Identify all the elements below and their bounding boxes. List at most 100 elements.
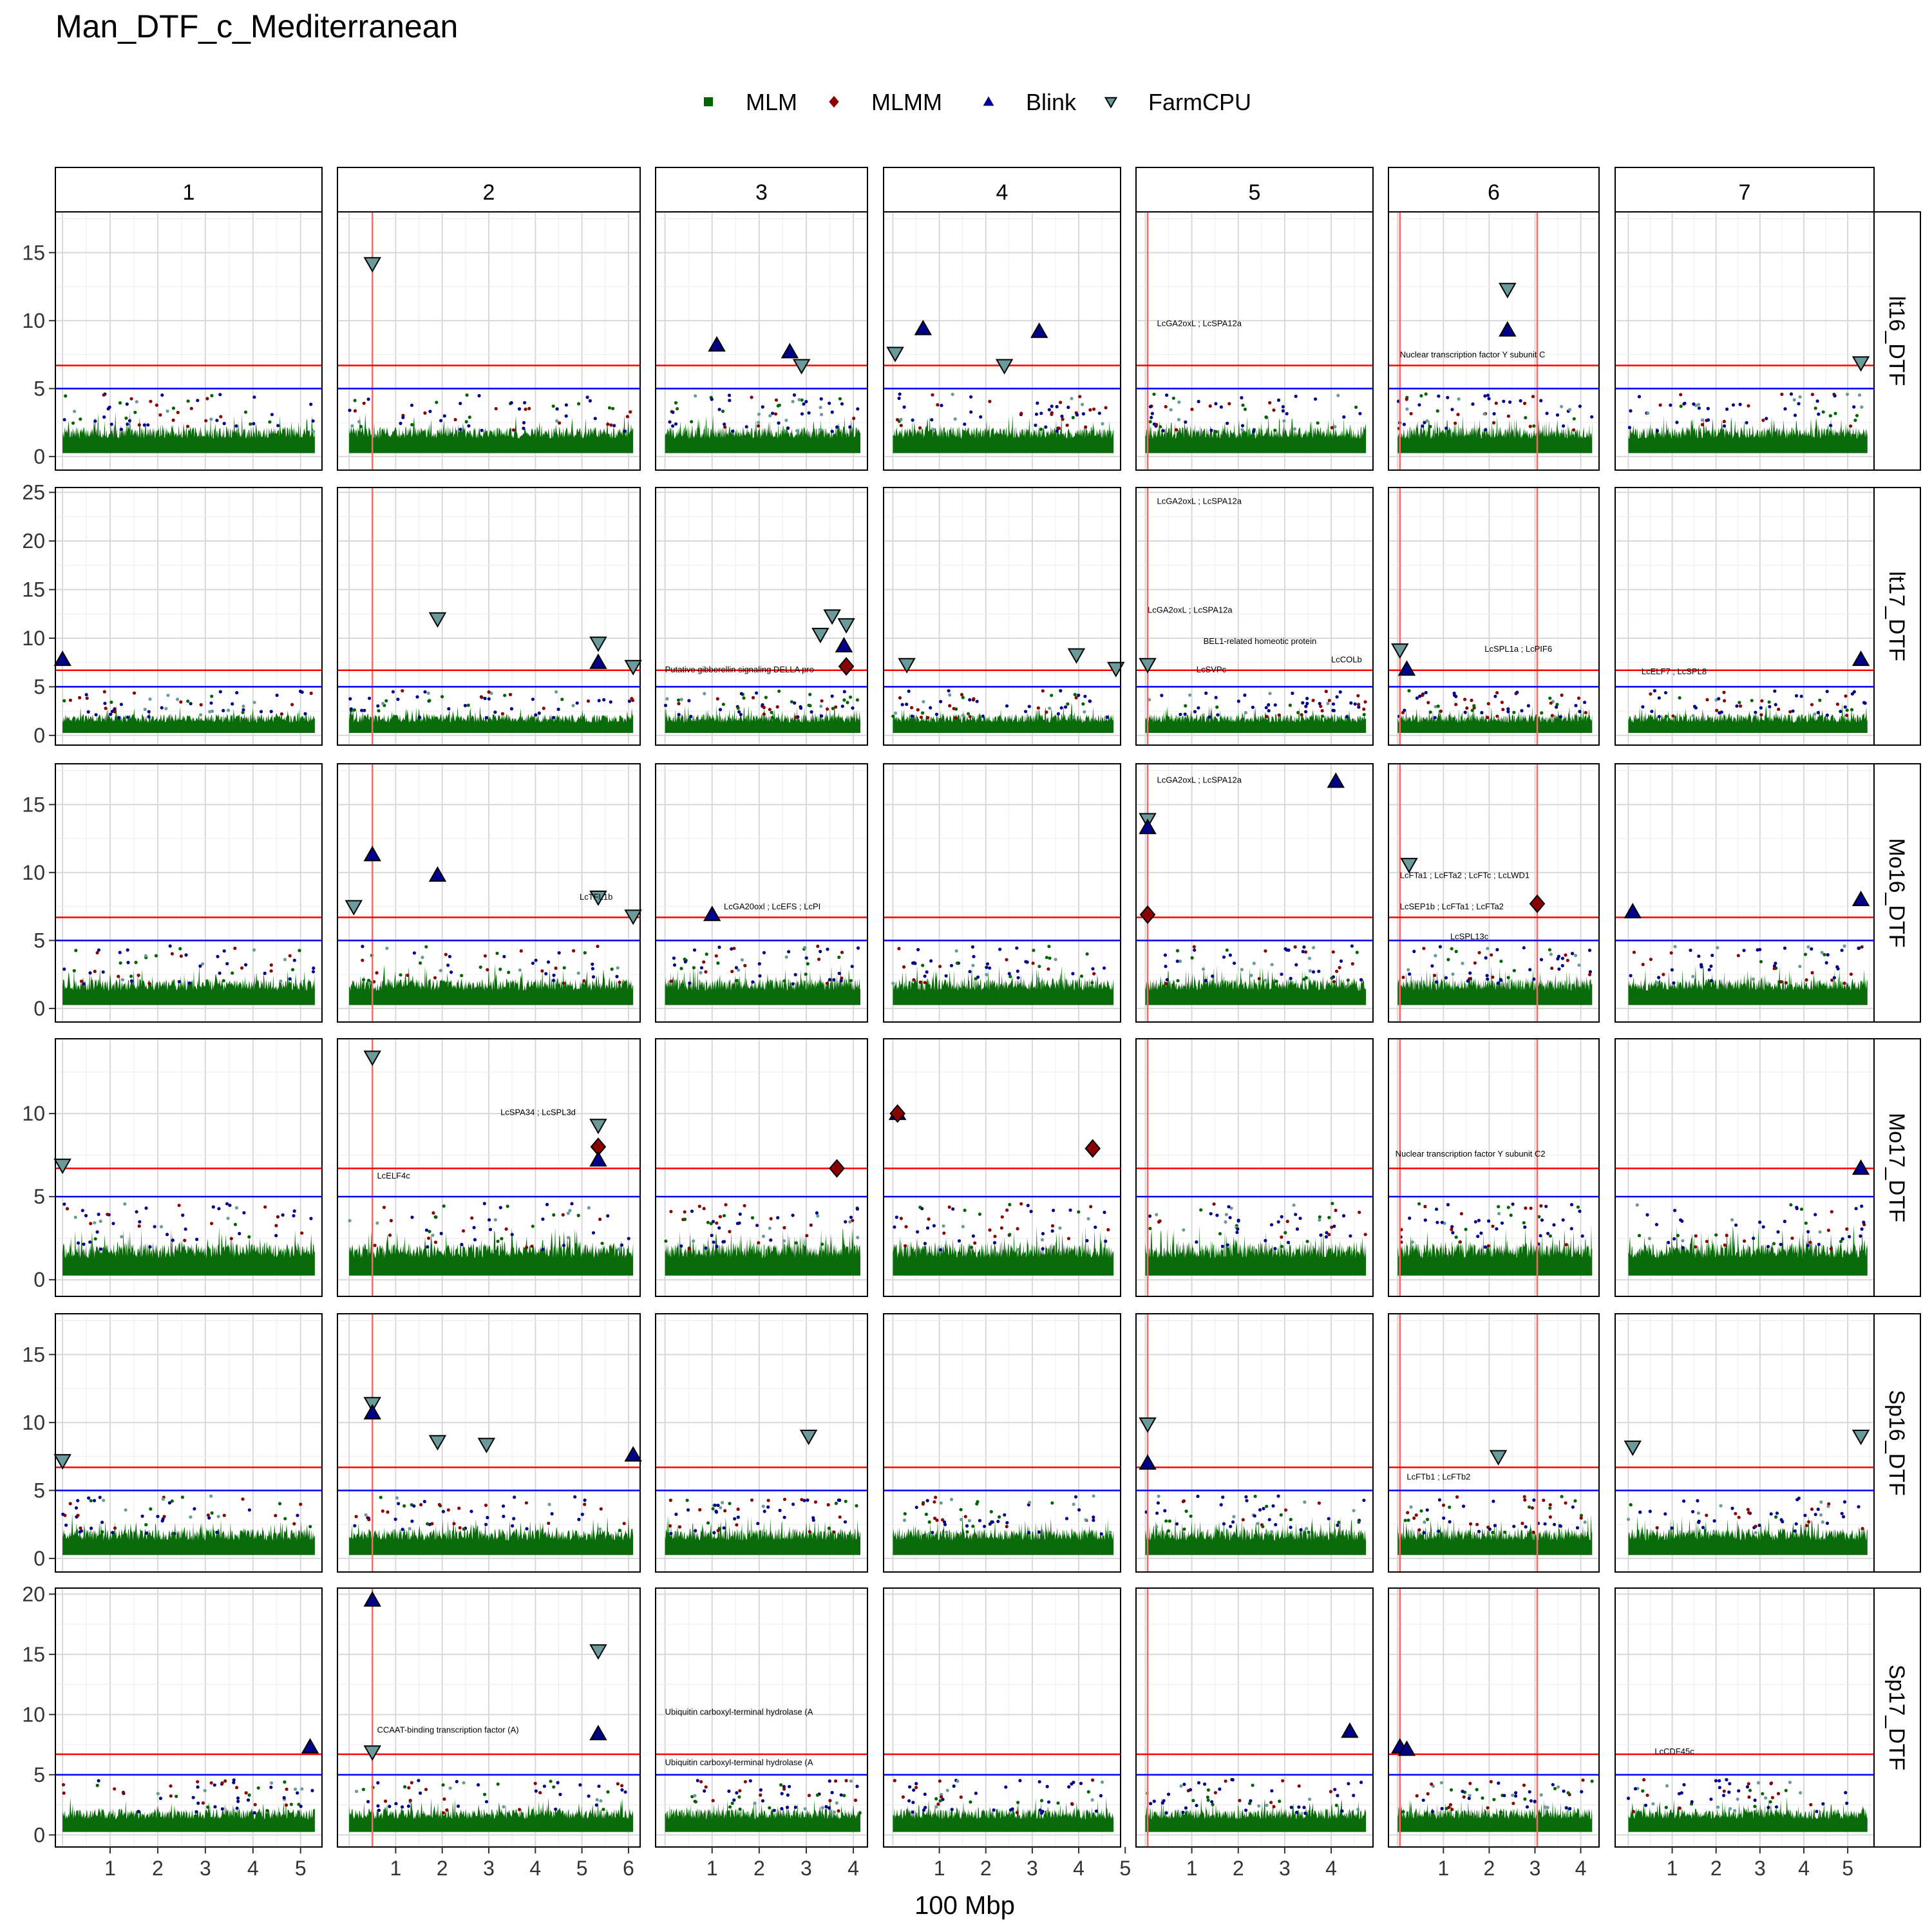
snp-cloud [1397, 392, 1594, 453]
strip-trait-sp16_dtf: Sp16_DTF [1873, 1313, 1921, 1573]
snp-point [717, 1226, 721, 1230]
snp-density-mlm [62, 705, 315, 734]
snp-point [1412, 1516, 1416, 1520]
panel-sp17_dtf-chr7: LcCDF45c [1615, 1587, 1875, 1848]
blink-point [1852, 650, 1870, 667]
panel-lt16_dtf-chr1 [55, 211, 323, 471]
snp-point [1244, 711, 1247, 715]
snp-point [674, 401, 678, 405]
snp-point [910, 706, 914, 710]
snp-point [240, 966, 244, 970]
strip-trait-mo17_dtf: Mo17_DTF [1873, 1038, 1921, 1297]
snp-point [541, 1247, 545, 1251]
panel-lt16_dtf-chr2 [337, 211, 641, 471]
panel-background [55, 1588, 322, 1847]
snp-point [210, 709, 214, 713]
snp-point [547, 1502, 551, 1506]
snp-point [1150, 415, 1153, 419]
snp-point [1492, 412, 1496, 416]
snp-point [1294, 394, 1298, 399]
snp-point [1770, 1795, 1774, 1799]
snp-point [1037, 1780, 1041, 1784]
snp-point [218, 971, 222, 975]
snp-point [140, 1514, 144, 1518]
snp-point [1189, 1514, 1193, 1518]
snp-point [790, 700, 793, 704]
snp-point [1587, 972, 1592, 976]
snp-point [961, 1225, 965, 1229]
farmcpu-point [363, 257, 381, 273]
snp-point [669, 1209, 673, 1213]
y-tick-label: 10 [22, 1102, 45, 1125]
snp-point [1236, 1227, 1240, 1231]
snp-point [848, 1220, 852, 1224]
snp-point [1810, 971, 1814, 975]
snp-cloud [893, 1202, 1114, 1276]
snp-point [989, 1510, 993, 1513]
farmcpu-point [837, 618, 855, 634]
snp-point [1665, 1784, 1669, 1788]
panel-border [655, 763, 868, 1023]
snp-point [618, 980, 621, 984]
snp-point [88, 1240, 92, 1244]
snp-point [78, 696, 82, 699]
snp-point [1059, 689, 1063, 693]
snp-point [1046, 967, 1050, 971]
snp-point [65, 1207, 70, 1211]
snp-point [1092, 1494, 1095, 1498]
snp-point [690, 420, 694, 424]
snp-point [1347, 1782, 1350, 1786]
snp-point [922, 700, 925, 704]
snp-point [1722, 1794, 1726, 1797]
snp-point [793, 1805, 797, 1809]
snp-point [106, 407, 110, 411]
snp-point [671, 424, 675, 428]
snp-point [1357, 1520, 1361, 1524]
snp-point [186, 699, 190, 703]
snp-point [1303, 950, 1308, 954]
snp-cloud [1145, 1202, 1367, 1276]
snp-point [1034, 423, 1037, 428]
snp-point [954, 715, 958, 720]
panel-border [1615, 1038, 1875, 1297]
snp-point [1842, 944, 1846, 948]
snp-point [119, 428, 123, 431]
snp-point [234, 1206, 238, 1210]
snp-point [1772, 1242, 1776, 1245]
snp-point [1494, 401, 1498, 405]
snp-point [806, 962, 810, 966]
snp-point [1531, 395, 1535, 399]
snp-point [394, 715, 398, 719]
x-tick-label: 1 [1437, 1857, 1449, 1880]
snp-density-mlm [1397, 965, 1593, 1005]
snp-point [1815, 1810, 1819, 1814]
snp-point [849, 1215, 853, 1219]
snp-cloud [349, 944, 634, 1005]
snp-point [715, 697, 719, 701]
panel-mo16_dtf-chr4 [883, 763, 1121, 1023]
snp-point [914, 1786, 918, 1790]
snp-point [1629, 974, 1633, 978]
panel-background [884, 488, 1121, 745]
snp-point [1682, 1499, 1686, 1503]
mlmm-point [889, 1104, 905, 1123]
snp-point [222, 708, 225, 712]
snp-point [458, 1526, 462, 1530]
snp-point [1177, 400, 1181, 404]
snp-point [1268, 401, 1272, 405]
snp-point [593, 417, 597, 421]
snp-point [1497, 1211, 1501, 1216]
blink-point [1397, 660, 1416, 676]
snp-point [410, 422, 414, 427]
snp-point [1448, 1803, 1452, 1806]
mlm-marker [704, 97, 713, 106]
snp-point [1774, 703, 1777, 706]
panel-border [1135, 1313, 1374, 1573]
snp-point [524, 1501, 529, 1505]
snp-point [1797, 1496, 1801, 1501]
snp-point [591, 975, 596, 979]
snp-point [111, 1531, 115, 1535]
snp-point [677, 713, 681, 717]
strip-box [655, 167, 868, 213]
snp-point [1190, 408, 1194, 412]
